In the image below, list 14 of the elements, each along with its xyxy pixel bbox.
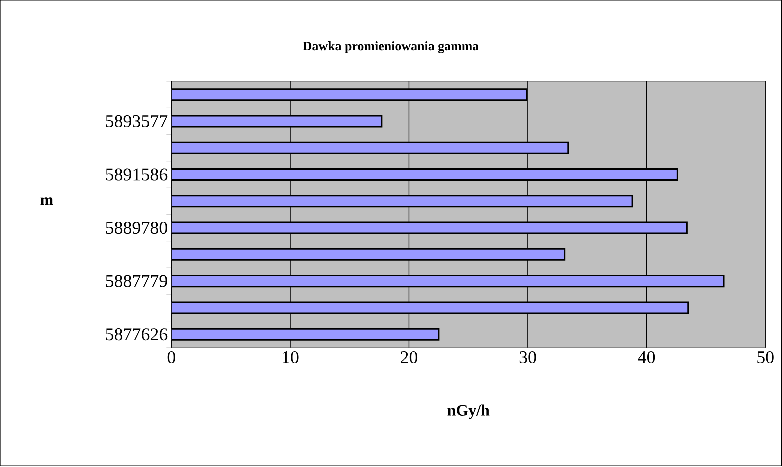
chart-title: Dawka promieniowania gamma xyxy=(303,42,479,54)
y-tick-label: 5887779 xyxy=(106,276,168,288)
x-tick-label: 50 xyxy=(758,352,774,364)
x-tick-label: 40 xyxy=(638,352,656,364)
x-tick-label: 20 xyxy=(401,352,418,364)
y-tick-label: 5877626 xyxy=(106,328,168,341)
y-tick-label: 5891586 xyxy=(106,168,168,182)
x-tick-label: 10 xyxy=(283,352,299,364)
y-tick-label: 5889780 xyxy=(106,222,168,234)
x-axis-title: nGy/h xyxy=(448,404,490,420)
y-axis-title: m xyxy=(40,198,54,206)
y-tick-label: 5893577 xyxy=(106,116,168,128)
x-tick-label: 0 xyxy=(168,352,176,364)
x-tick-label: 30 xyxy=(520,352,536,364)
